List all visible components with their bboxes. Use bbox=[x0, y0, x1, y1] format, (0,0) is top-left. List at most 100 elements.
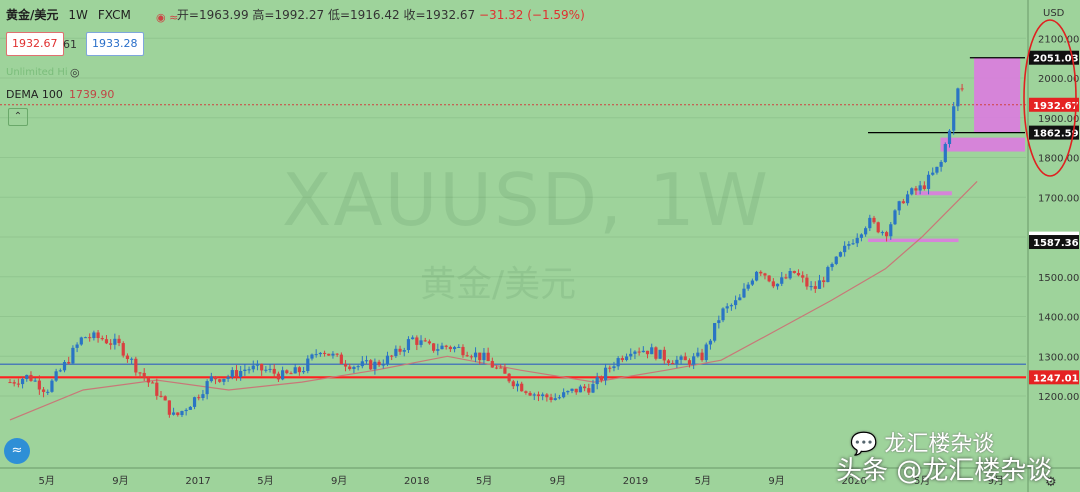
wechat-label: 龙汇楼杂谈 bbox=[884, 432, 995, 457]
candle-body bbox=[352, 366, 356, 370]
collapse-legend-button[interactable]: ⌃ bbox=[8, 108, 28, 126]
symbol-label[interactable]: 黄金/美元 bbox=[6, 8, 59, 22]
candle bbox=[411, 335, 415, 340]
candle bbox=[704, 342, 708, 363]
candle-body bbox=[553, 398, 557, 401]
candle-body bbox=[884, 232, 889, 237]
candle-body bbox=[398, 348, 402, 352]
candle bbox=[612, 361, 616, 372]
candle bbox=[784, 273, 788, 280]
candle-body bbox=[918, 185, 922, 191]
candle-body bbox=[633, 351, 637, 354]
candle-body bbox=[205, 381, 209, 395]
ohlc-readout: 开=1963.99 高=1992.27 低=1916.42 收=1932.67 … bbox=[176, 8, 585, 22]
change-value: −31.32 (−1.59%) bbox=[479, 8, 585, 22]
candle bbox=[654, 346, 658, 361]
candle-body bbox=[444, 345, 448, 347]
candle bbox=[394, 345, 398, 358]
candle bbox=[201, 389, 205, 401]
candle bbox=[671, 360, 675, 365]
candle bbox=[511, 379, 515, 389]
eye-icon[interactable]: ◎ bbox=[70, 66, 80, 79]
candle bbox=[293, 364, 297, 374]
gear-icon[interactable]: ⚙ bbox=[1045, 475, 1057, 490]
interval-label[interactable]: 1W bbox=[68, 7, 88, 22]
candle-body bbox=[658, 349, 662, 359]
candle bbox=[553, 393, 557, 401]
x-tick-label: 5月 bbox=[257, 475, 273, 487]
candle bbox=[876, 221, 880, 234]
highlight-zone bbox=[974, 57, 1021, 133]
price-label-text: 1862.59 bbox=[1033, 129, 1079, 140]
candle bbox=[264, 366, 268, 373]
candle bbox=[46, 389, 50, 396]
candle bbox=[192, 396, 197, 410]
buy-button[interactable]: 1933.28 bbox=[86, 32, 144, 56]
candle-body bbox=[473, 352, 478, 358]
candle-body bbox=[482, 352, 486, 361]
candle bbox=[310, 353, 314, 361]
candle-body bbox=[360, 361, 364, 367]
candle-body bbox=[834, 256, 838, 264]
candle-body bbox=[239, 371, 243, 378]
candle-body bbox=[490, 361, 494, 368]
candle bbox=[843, 241, 847, 257]
candle-body bbox=[243, 369, 247, 372]
candle-body bbox=[50, 380, 54, 392]
highlight-zone bbox=[940, 137, 1025, 152]
candle-body bbox=[864, 228, 868, 235]
candle bbox=[629, 348, 633, 360]
candle bbox=[96, 330, 100, 343]
candle bbox=[713, 323, 717, 343]
candle-body bbox=[155, 382, 159, 396]
candle bbox=[67, 356, 71, 365]
candle-body bbox=[377, 361, 381, 366]
candle bbox=[935, 166, 939, 175]
indicator-name: DEMA 100 bbox=[6, 88, 63, 101]
candle-body bbox=[754, 271, 759, 281]
candle bbox=[754, 270, 759, 282]
candle bbox=[767, 275, 771, 283]
candle-body bbox=[704, 344, 708, 361]
candle bbox=[444, 344, 448, 350]
candle-body bbox=[41, 389, 46, 392]
candle bbox=[385, 351, 390, 367]
candle-body bbox=[507, 373, 511, 382]
candle-body bbox=[608, 367, 612, 369]
candle-body bbox=[230, 370, 234, 377]
open-value: 1963.99 bbox=[198, 8, 249, 22]
x-tick-label: 2019 bbox=[623, 476, 648, 487]
x-tick-label: 5月 bbox=[476, 475, 492, 487]
candle-body bbox=[138, 372, 142, 374]
sell-button[interactable]: 1932.67 bbox=[6, 32, 64, 56]
y-tick-label: 1500.00 bbox=[1038, 273, 1079, 284]
eye-toggle-icon[interactable]: ◉ ≈ bbox=[156, 11, 179, 24]
candle bbox=[75, 342, 79, 353]
candle bbox=[884, 230, 889, 242]
candle bbox=[838, 251, 843, 258]
candle bbox=[541, 392, 545, 401]
y-tick-label: 1800.00 bbox=[1038, 154, 1079, 165]
candle-body bbox=[960, 88, 964, 90]
candle bbox=[914, 185, 918, 195]
candle bbox=[918, 180, 922, 195]
candle bbox=[281, 366, 285, 381]
candle bbox=[268, 364, 272, 373]
indicator-legend[interactable]: DEMA 100 1739.90 bbox=[6, 88, 114, 101]
candle-body bbox=[348, 366, 352, 370]
candle-body bbox=[427, 341, 432, 344]
candle-body bbox=[197, 397, 201, 399]
candle bbox=[20, 377, 25, 389]
tradingview-logo-icon[interactable]: ≈ bbox=[4, 438, 30, 464]
candle-body bbox=[687, 360, 692, 365]
candle bbox=[285, 369, 289, 375]
candle-body bbox=[54, 371, 58, 381]
candle-body bbox=[838, 252, 843, 257]
candle bbox=[452, 345, 457, 353]
candle bbox=[234, 365, 239, 381]
candle-body bbox=[562, 392, 566, 398]
candle-body bbox=[436, 349, 440, 351]
candle bbox=[272, 364, 276, 378]
candle bbox=[595, 372, 599, 390]
